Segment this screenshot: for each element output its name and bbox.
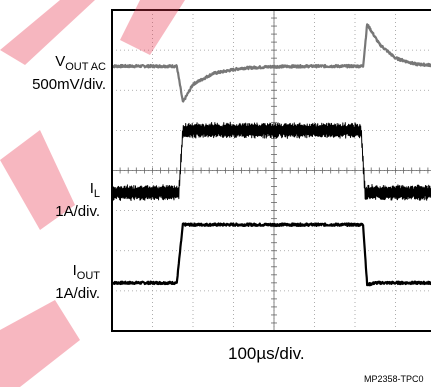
part-number: MP2358-TPC0: [364, 374, 424, 384]
scope-grid: [111, 9, 431, 332]
vout-ac-label: VOUT AC 500mV/div.: [32, 53, 106, 93]
il-scale: 1A/div.: [55, 203, 100, 220]
trace-iout: [111, 222, 431, 287]
time-scale-label: 100µs/div.: [228, 344, 305, 363]
trace-il: [111, 121, 431, 202]
plot-frame: [111, 9, 431, 332]
scope-traces: [111, 23, 431, 287]
vout-ac-scale: 500mV/div.: [32, 76, 106, 93]
iout-label: IOUT 1A/div.: [55, 262, 100, 302]
trace-vout_ac: [111, 23, 431, 103]
iout-scale: 1A/div.: [55, 285, 100, 302]
il-label: IL 1A/div.: [55, 180, 100, 220]
